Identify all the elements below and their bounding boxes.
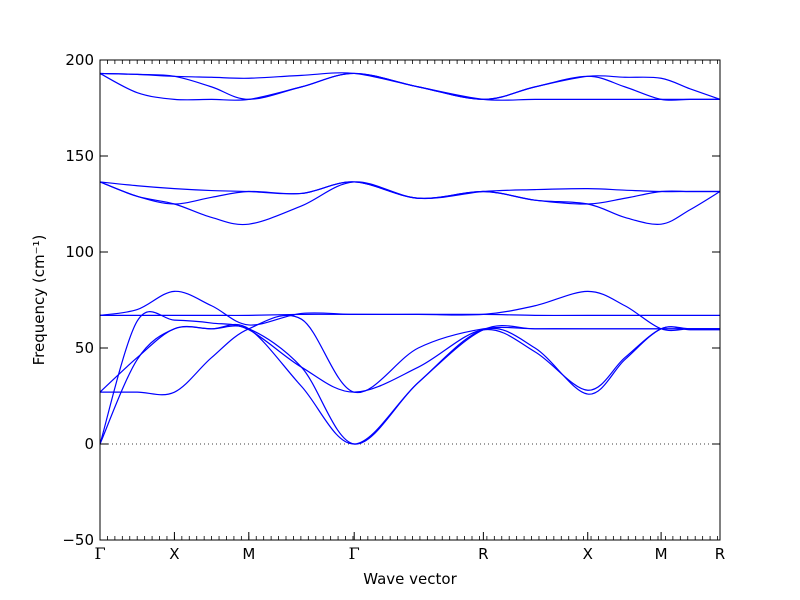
y-tick-label: 50 — [75, 339, 94, 357]
y-tick-label: 200 — [65, 51, 94, 69]
x-tick-label: R — [478, 545, 488, 563]
plot-area — [99, 59, 721, 541]
x-tick-label: Γ — [349, 544, 360, 563]
band-line-7 — [99, 290, 721, 332]
y-tick-label: 150 — [65, 147, 94, 165]
y-tick-label: −50 — [62, 531, 94, 549]
band-line-9 — [99, 311, 721, 445]
y-axis-label: Frequency (cm⁻¹) — [30, 235, 48, 366]
band-line-6 — [99, 181, 721, 226]
x-tick-label: X — [169, 545, 179, 563]
y-axis-ticks: −50 0 50 100 150 200 — [62, 51, 720, 549]
band-line-5 — [99, 181, 720, 205]
x-tick-label: M — [242, 545, 255, 563]
x-tick-label: X — [583, 545, 593, 563]
band-line-12 — [99, 323, 721, 445]
band-line-4 — [99, 181, 720, 200]
y-tick-label: 0 — [84, 435, 94, 453]
x-tick-label: Γ — [94, 544, 105, 563]
x-tick-label: R — [715, 545, 725, 563]
x-tick-label: M — [655, 545, 668, 563]
band-line-10 — [99, 325, 721, 445]
plot-frame — [99, 59, 721, 541]
band-line-8 — [99, 313, 720, 317]
band-line-3 — [99, 72, 721, 100]
y-tick-label: 100 — [65, 243, 94, 261]
x-axis-label: Wave vector — [363, 570, 457, 588]
